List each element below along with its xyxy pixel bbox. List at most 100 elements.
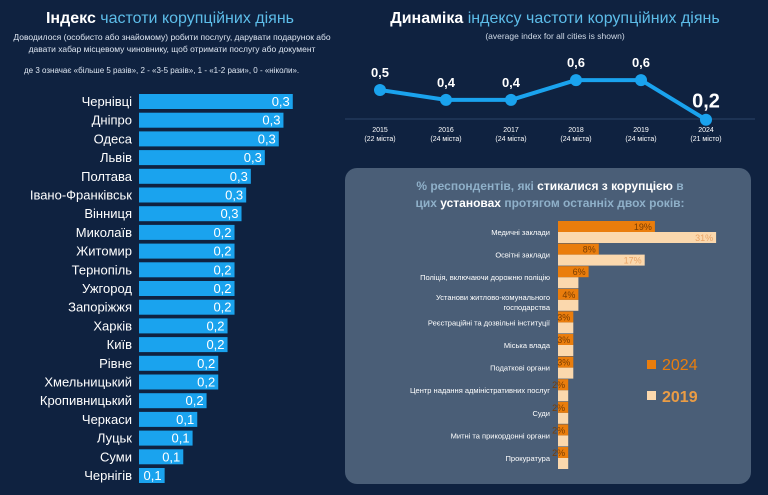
- panel-title-em2: установах: [440, 196, 501, 210]
- year-tick-label: 2015: [372, 127, 388, 134]
- bar-2019: [558, 299, 579, 311]
- city-bar: [139, 299, 235, 315]
- institution-label: Податкові органи: [490, 364, 550, 373]
- left-title: Індекс частоти корупційних діянь: [0, 10, 340, 28]
- city-label: Ужгород: [82, 281, 132, 296]
- city-value-label: 0,2: [213, 300, 231, 315]
- city-value-label: 0,2: [213, 281, 231, 296]
- city-value-label: 0,2: [213, 225, 231, 240]
- institution-label: Медичні заклади: [491, 228, 550, 237]
- dynamics-point: [570, 74, 582, 87]
- institution-label: Реєстраційні та дозвільні інституції: [428, 318, 551, 327]
- label-2024: 2%: [552, 380, 565, 390]
- left-title-rest: частоти корупційних діянь: [100, 10, 294, 27]
- city-label: Запоріжжя: [68, 300, 132, 315]
- bar-2024: [558, 288, 579, 300]
- city-value-label: 0,3: [230, 169, 248, 184]
- city-label: Івано-Франківськ: [30, 188, 132, 203]
- city-value-label: 0,2: [197, 375, 215, 390]
- city-label: Суми: [100, 449, 132, 464]
- city-value-label: 0,3: [258, 131, 276, 146]
- dynamics-value-label: 0,6: [567, 55, 585, 70]
- panel-title-em1: стикалися з корупцією: [537, 179, 673, 193]
- city-label: Чернігів: [84, 468, 132, 483]
- city-label: Луцьк: [97, 431, 132, 446]
- bar-2019: [558, 277, 579, 289]
- panel-title-mid1: в: [676, 179, 684, 193]
- institution-label: Митні та прикордонні органи: [451, 431, 550, 440]
- city-label: Рівне: [99, 356, 132, 371]
- institutions-panel: [345, 168, 751, 484]
- city-bar: [139, 224, 235, 240]
- label-2024: 3%: [557, 335, 570, 345]
- city-label: Кропивницький: [40, 393, 132, 408]
- bar-2024: [558, 401, 569, 413]
- city-label: Вінниця: [84, 206, 132, 221]
- city-value-label: 0,1: [172, 431, 190, 446]
- dynamics-title-bold: Динаміка: [390, 10, 464, 27]
- city-bar: [139, 150, 265, 166]
- panel-title-pre: % респондентів, які: [416, 179, 534, 193]
- bar-2019: [558, 232, 717, 243]
- dynamics-title-rest: індексу частоти корупційних діянь: [467, 10, 720, 27]
- city-bar: [139, 337, 228, 353]
- dynamics-title: Динаміка індексу частоти корупційних дія…: [360, 10, 750, 28]
- label-2024: 3%: [557, 358, 570, 368]
- institution-label: Центр надання адміністративних послуг: [410, 386, 550, 395]
- city-bar: [139, 449, 184, 465]
- city-value-label: 0,2: [213, 244, 231, 259]
- city-value-label: 0,2: [206, 318, 224, 333]
- dynamics-line: [379, 78, 708, 122]
- city-value-label: 0,2: [213, 262, 231, 277]
- city-label: Харків: [93, 318, 132, 333]
- year-cities-label: (24 міста): [495, 135, 526, 143]
- left-title-bold: Індекс: [45, 10, 96, 27]
- city-label: Київ: [107, 337, 132, 352]
- bar-2024: [558, 447, 569, 458]
- city-bar: [139, 430, 193, 446]
- left-note-line1: Доводилося (особисто або знайомому) роби…: [13, 32, 331, 42]
- institution-label: господарства: [503, 303, 550, 312]
- city-label: Дніпро: [92, 113, 132, 128]
- bar-2024: [558, 379, 569, 391]
- institution-label: Прокуратура: [506, 454, 551, 463]
- city-bar: [139, 168, 251, 184]
- institution-label: Установи житлово-комунального: [436, 293, 550, 302]
- year-tick-label: 2016: [438, 127, 454, 134]
- panel-title: % респондентів, які стикалися з корупціє…: [375, 178, 725, 212]
- city-label: Хмельницький: [44, 375, 132, 390]
- dynamics-point: [374, 84, 386, 96]
- city-value-label: 0,2: [185, 393, 203, 408]
- bar-2019: [558, 322, 574, 334]
- city-value-label: 0,1: [162, 449, 180, 464]
- dynamics-point: [635, 74, 647, 87]
- dynamics-point: [440, 93, 452, 106]
- city-bar: [139, 243, 235, 259]
- city-bar: [139, 112, 284, 128]
- city-bar: [139, 131, 279, 147]
- city-label: Львів: [100, 150, 132, 165]
- city-value-label: 0,1: [176, 412, 194, 427]
- institution-bars: 19% 31% Медичні заклади 8% 17% Освітні заклад…: [410, 221, 717, 469]
- city-value-label: 0,3: [220, 206, 238, 221]
- year-tick-label: 2017: [503, 127, 519, 134]
- year-tick-label: 2019: [633, 127, 649, 134]
- year-cities-label: (21 місто): [690, 135, 721, 143]
- bar-2024: [558, 424, 569, 436]
- legend-label-2019: 2019: [662, 389, 698, 406]
- legend-label-2024: 2024: [662, 357, 698, 374]
- institution-label: Освітні заклади: [495, 251, 550, 260]
- city-value-label: 0,2: [197, 356, 215, 371]
- dynamics-value-label: 0,4: [437, 75, 456, 90]
- bar-2024: [558, 311, 574, 323]
- year-tick-label: 2024: [698, 127, 714, 134]
- left-note: Доводилося (особисто або знайомому) роби…: [0, 31, 344, 55]
- year-cities-label: (24 міста): [625, 135, 656, 143]
- bar-2024: [558, 334, 574, 345]
- city-bar: [139, 374, 219, 390]
- bar-2019: [558, 458, 569, 469]
- city-label: Полтава: [81, 169, 133, 184]
- dynamics-subtitle: (average index for all cities is shown): [485, 31, 625, 41]
